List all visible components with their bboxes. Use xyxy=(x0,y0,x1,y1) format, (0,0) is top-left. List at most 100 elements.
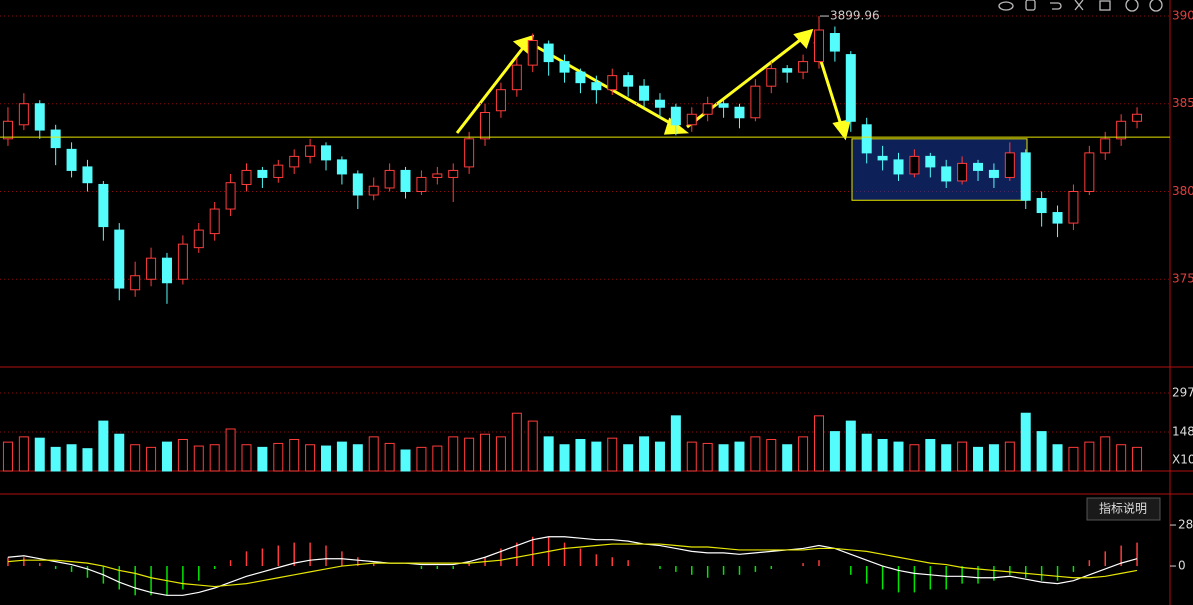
candle-body xyxy=(591,82,602,91)
candle-body xyxy=(575,71,586,84)
candle-body xyxy=(511,64,522,91)
window-icon[interactable] xyxy=(1099,0,1111,11)
volume-bar xyxy=(575,438,586,472)
candle-body xyxy=(273,164,284,178)
y-tick-label: 0 xyxy=(1178,559,1186,573)
y-tick-label: 3850 xyxy=(1172,96,1193,110)
view-icon[interactable] xyxy=(998,1,1014,11)
candle-body xyxy=(798,61,809,73)
volume-bar xyxy=(750,436,761,472)
arrow-head xyxy=(793,28,814,49)
candle-body xyxy=(639,85,650,101)
y-tick-label: 3800 xyxy=(1172,184,1193,198)
volume-bar xyxy=(988,444,999,472)
y-tick-label: 2970 xyxy=(1172,386,1193,400)
volume-bar xyxy=(925,438,936,472)
candle-body xyxy=(1084,152,1095,192)
candle-body xyxy=(34,103,45,131)
volume-bar xyxy=(209,444,220,472)
volume-bar xyxy=(734,441,745,472)
volume-bar xyxy=(607,437,618,472)
candle-body xyxy=(66,148,77,171)
volume-bar xyxy=(448,436,459,472)
candle-body xyxy=(654,99,665,108)
volume-bar xyxy=(973,446,984,472)
candle-body xyxy=(146,257,157,280)
candle-body xyxy=(623,75,634,87)
volume-bar xyxy=(559,444,570,472)
volume-bar xyxy=(416,446,427,472)
cut-icon[interactable] xyxy=(1074,0,1084,11)
volume-bar xyxy=(495,436,506,472)
candle-body xyxy=(336,159,347,175)
toolbar xyxy=(998,0,1163,12)
arrow xyxy=(455,43,528,134)
range-box xyxy=(851,138,1028,201)
candle-body xyxy=(384,169,395,189)
volume-bar xyxy=(1020,412,1031,472)
y-tick-label: 1485 xyxy=(1172,425,1193,439)
candle-body xyxy=(829,33,840,52)
volume-bar xyxy=(686,441,697,472)
volume-bar xyxy=(766,438,777,472)
volume-bar xyxy=(543,436,554,472)
volume-bar xyxy=(177,438,188,472)
candle-body xyxy=(941,166,952,182)
hand-icon[interactable] xyxy=(1025,0,1036,11)
candle-body xyxy=(177,243,188,280)
volume-bar xyxy=(1004,441,1015,472)
volume-bar xyxy=(591,441,602,472)
candle-body xyxy=(368,185,379,196)
volume-bar xyxy=(718,444,729,472)
volume-bar xyxy=(352,444,363,472)
candle-body xyxy=(400,169,411,192)
candle-body xyxy=(877,155,888,161)
candle-body xyxy=(1020,152,1031,201)
volume-bar xyxy=(1100,436,1111,472)
candle-body xyxy=(98,183,109,228)
candle-body xyxy=(909,155,920,175)
volume-bar xyxy=(877,438,888,472)
y-tick-label: 3750 xyxy=(1172,272,1193,286)
candle-body xyxy=(861,124,872,154)
candle-body xyxy=(543,43,554,63)
candle-body xyxy=(702,103,713,115)
indicator-button[interactable] xyxy=(1086,497,1161,521)
volume-bar xyxy=(82,448,93,472)
volume-bar xyxy=(527,420,538,472)
volume-bar xyxy=(829,431,840,472)
candle-body xyxy=(495,89,506,112)
candle-body xyxy=(241,169,252,185)
volume-bar xyxy=(384,442,395,472)
indicator-button-label: 指标说明 xyxy=(1099,501,1147,516)
volume-bar xyxy=(34,437,45,472)
candle-body xyxy=(321,145,332,161)
candle-body xyxy=(527,40,538,66)
zoom-in-icon[interactable] xyxy=(1125,0,1139,12)
volume-bar xyxy=(893,441,904,472)
undo-icon[interactable] xyxy=(1050,2,1062,10)
candle-body xyxy=(1052,212,1063,224)
candle-body xyxy=(161,257,172,284)
volume-bar xyxy=(305,444,316,472)
volume-bar xyxy=(702,442,713,472)
volume-bar xyxy=(1036,431,1047,472)
volume-bar xyxy=(782,444,793,472)
zoom-out-icon[interactable] xyxy=(1149,0,1163,12)
volume-bar xyxy=(1132,446,1143,472)
volume-bar xyxy=(1052,444,1063,472)
candle-body xyxy=(448,169,459,178)
volume-bar xyxy=(957,441,968,472)
candle-body xyxy=(1036,198,1047,214)
volume-bar xyxy=(257,446,268,472)
volume-bar xyxy=(146,446,157,472)
candle-body xyxy=(988,169,999,178)
arrow-head xyxy=(832,119,852,141)
volume-bar xyxy=(50,446,61,472)
volume-bar xyxy=(336,441,347,472)
volume-bar xyxy=(130,444,141,472)
candle-body xyxy=(718,103,729,108)
volume-bar xyxy=(480,433,491,472)
candle-body xyxy=(1068,190,1079,224)
